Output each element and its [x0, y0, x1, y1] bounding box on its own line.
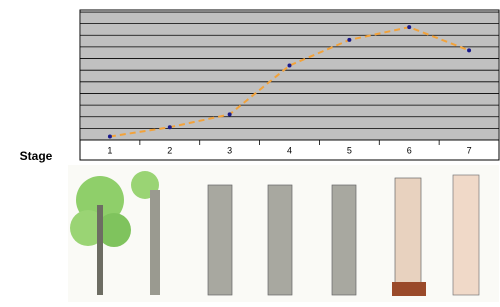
x-tick-label: 1: [107, 145, 112, 155]
tree-trunk: [453, 175, 479, 295]
x-tick-label: 3: [227, 145, 232, 155]
page: Stage 1234567 (() => { const data = JSON…: [0, 0, 500, 302]
data-point: [228, 112, 232, 116]
tree-trunk: [268, 185, 292, 295]
plot-area: [80, 12, 499, 140]
tree-illustrations: [68, 165, 499, 302]
tree-trunk: [332, 185, 356, 295]
data-point: [467, 48, 471, 52]
tree-trunk: [97, 205, 103, 295]
tree-trunk: [395, 178, 421, 288]
data-point: [168, 125, 172, 129]
x-tick-label: 7: [467, 145, 472, 155]
tree-trunk: [150, 190, 160, 295]
x-tick-label: 2: [167, 145, 172, 155]
tree-trunk: [208, 185, 232, 295]
x-tick-label: 5: [347, 145, 352, 155]
x-tick-label: 4: [287, 145, 292, 155]
x-axis-label: Stage: [20, 149, 53, 163]
data-point: [407, 25, 411, 29]
data-point: [347, 38, 351, 42]
data-point: [288, 64, 292, 68]
x-tick-label: 6: [407, 145, 412, 155]
chart: Stage 1 2 3 4 5 6 7: [0, 0, 500, 302]
tree-base: [392, 282, 426, 296]
data-point: [108, 135, 112, 139]
